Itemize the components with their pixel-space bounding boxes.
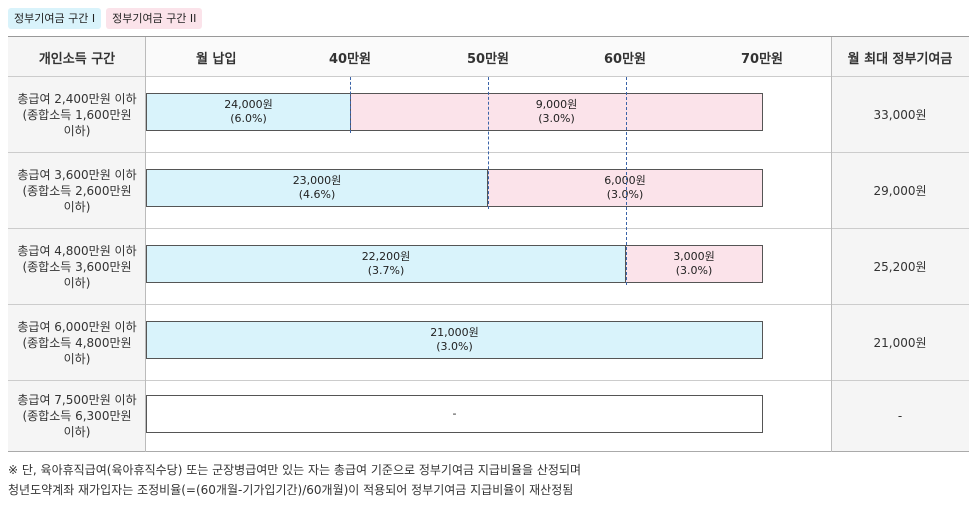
income-column-bg — [8, 37, 146, 452]
income-line3: 이하) — [63, 199, 91, 214]
income-line1: 총급여 3,600만원 이하 — [17, 167, 137, 182]
tier2-rate: (3.0%) — [606, 188, 644, 201]
max-contribution: 29,000원 — [873, 184, 927, 198]
tier1-amount: 22,200원 — [361, 250, 411, 263]
tier1-segment: 22,200원 (3.7%) — [146, 245, 626, 283]
header-tick-60: 60만원 — [603, 52, 646, 67]
income-line3: 이하) — [63, 275, 91, 290]
income-line2: (종합소득 3,600만원 — [22, 259, 132, 274]
tier2-segment: 3,000원 (3.0%) — [626, 245, 763, 283]
income-label: 총급여 7,500만원 이하 (종합소득 6,300만원 이하) — [8, 381, 146, 451]
tier1-segment: 24,000원 (6.0%) — [146, 93, 351, 131]
income-line1: 총급여 4,800만원 이하 — [17, 243, 137, 258]
income-line1: 총급여 7,500만원 이하 — [17, 393, 137, 407]
header-tick-50: 50만원 — [466, 52, 509, 67]
header-max: 월 최대 정부기여금 — [847, 52, 953, 67]
footnote-line2: 청년도약계좌 재가입자는 조정비율(=(60개월-기가입기간)/60개월)이 적… — [8, 483, 574, 497]
legend-tier1-badge: 정부기여금 구간 I — [8, 8, 102, 29]
tier2-rate: (3.0%) — [675, 264, 713, 277]
income-line2: (종합소득 1,600만원 — [22, 107, 132, 122]
max-contribution: 25,200원 — [873, 260, 927, 274]
header-tick-70: 70만원 — [740, 52, 783, 67]
header-middle — [146, 37, 831, 76]
tier2-amount: 9,000원 — [535, 98, 578, 111]
max-contribution: - — [897, 409, 903, 423]
income-line3: 이하) — [63, 123, 91, 138]
no-contribution-text: - — [452, 407, 457, 420]
left-separator — [145, 37, 146, 452]
legend-tier2-badge: 정부기여금 구간 II — [106, 8, 203, 29]
tier1-amount: 23,000원 — [292, 174, 342, 187]
tier2-amount: 3,000원 — [673, 250, 715, 263]
tier2-segment: 9,000원 (3.0%) — [351, 93, 763, 131]
table-row: 총급여 7,500만원 이하 (종합소득 6,300만원 이하) - - — [8, 381, 969, 452]
tier2-rate: (3.0%) — [538, 112, 575, 125]
header-tick-40: 40만원 — [328, 52, 371, 67]
table-row: 총급여 6,000만원 이하 (종합소득 4,800만원 이하) 21,000원… — [8, 305, 969, 381]
income-line2: (종합소득 6,300만원 — [22, 409, 132, 423]
income-line2: (종합소득 2,600만원 — [22, 183, 132, 198]
tier1-rate: (3.0%) — [436, 340, 473, 353]
guide-50-line — [488, 77, 489, 209]
guide-60-line — [626, 77, 627, 285]
income-line2: (종합소득 4,800만원 — [22, 335, 132, 350]
footnote-line1: ※ 단, 육아휴직급여(육아휴직수당) 또는 군장병급여만 있는 자는 총급여 … — [8, 463, 582, 477]
table-row: 총급여 2,400만원 이하 (종합소득 1,600만원 이하) 24,000원… — [8, 77, 969, 153]
right-separator — [831, 37, 832, 452]
contribution-table: 개인소득 구간 월 납입 40만원 50만원 60만원 70만원 월 최대 정부… — [8, 36, 969, 452]
table-header: 개인소득 구간 월 납입 40만원 50만원 60만원 70만원 월 최대 정부… — [8, 37, 969, 77]
header-payment: 월 납입 — [196, 52, 237, 67]
tier2-segment: 6,000원 (3.0%) — [488, 169, 763, 207]
guide-40-line — [350, 77, 351, 133]
income-line3: 이하) — [63, 425, 91, 439]
tier1-amount: 24,000원 — [224, 98, 273, 111]
tier1-rate: (3.7%) — [367, 264, 405, 277]
max-contribution: 33,000원 — [873, 108, 927, 122]
income-label: 총급여 4,800만원 이하 (종합소득 3,600만원 이하) — [8, 229, 146, 304]
tier1-segment: 21,000원 (3.0%) — [146, 321, 763, 359]
max-column-bg — [831, 37, 969, 452]
no-contribution-bar: - — [146, 395, 763, 433]
tier1-amount: 21,000원 — [430, 326, 479, 339]
income-label: 총급여 6,000만원 이하 (종합소득 4,800만원 이하) — [8, 305, 146, 380]
footnote: ※ 단, 육아휴직급여(육아휴직수당) 또는 군장병급여만 있는 자는 총급여 … — [8, 460, 581, 500]
table-row: 총급여 3,600만원 이하 (종합소득 2,600만원 이하) 23,000원… — [8, 153, 969, 229]
legend: 정부기여금 구간 I 정부기여금 구간 II — [8, 8, 203, 29]
income-line1: 총급여 6,000만원 이하 — [17, 319, 137, 334]
max-contribution: 21,000원 — [873, 336, 927, 350]
income-line3: 이하) — [63, 351, 91, 366]
tier1-rate: (6.0%) — [230, 112, 267, 125]
income-label: 총급여 3,600만원 이하 (종합소득 2,600만원 이하) — [8, 153, 146, 228]
income-line1: 총급여 2,400만원 이하 — [17, 91, 137, 106]
tier2-amount: 6,000원 — [604, 174, 646, 187]
tier1-segment: 23,000원 (4.6%) — [146, 169, 488, 207]
tier1-rate: (4.6%) — [298, 188, 336, 201]
table-row: 총급여 4,800만원 이하 (종합소득 3,600만원 이하) 22,200원… — [8, 229, 969, 305]
header-income: 개인소득 구간 — [38, 52, 116, 67]
income-label: 총급여 2,400만원 이하 (종합소득 1,600만원 이하) — [8, 77, 146, 152]
